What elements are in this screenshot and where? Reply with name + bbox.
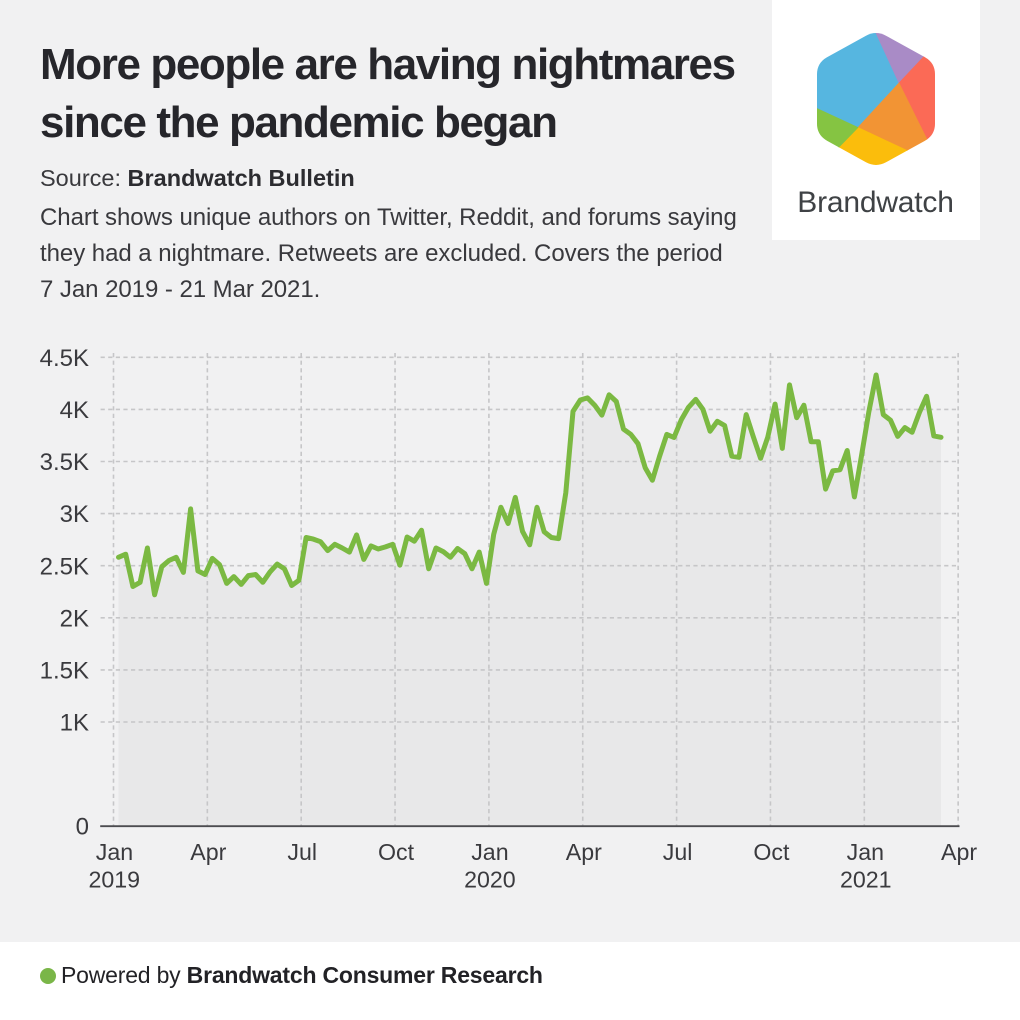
svg-text:Oct: Oct — [378, 839, 415, 865]
svg-text:1.5K: 1.5K — [40, 658, 89, 685]
svg-text:Jan: Jan — [847, 839, 884, 865]
svg-text:2021: 2021 — [840, 867, 892, 893]
svg-text:Jul: Jul — [287, 839, 317, 865]
svg-text:2019: 2019 — [89, 867, 141, 893]
svg-text:1K: 1K — [60, 710, 89, 737]
svg-text:Apr: Apr — [941, 839, 977, 865]
svg-text:Jul: Jul — [663, 839, 693, 865]
svg-text:4K: 4K — [60, 397, 89, 424]
svg-text:0: 0 — [76, 813, 89, 840]
svg-text:Jan: Jan — [471, 839, 508, 865]
svg-text:3.5K: 3.5K — [40, 449, 89, 476]
svg-text:Apr: Apr — [190, 839, 226, 865]
svg-text:2.5K: 2.5K — [40, 553, 89, 580]
svg-text:3K: 3K — [60, 501, 89, 528]
svg-text:Apr: Apr — [566, 839, 602, 865]
svg-text:2K: 2K — [60, 605, 89, 632]
svg-text:Oct: Oct — [753, 839, 790, 865]
svg-text:2020: 2020 — [464, 867, 516, 893]
svg-text:4.5K: 4.5K — [40, 345, 89, 372]
svg-text:Jan: Jan — [96, 839, 133, 865]
